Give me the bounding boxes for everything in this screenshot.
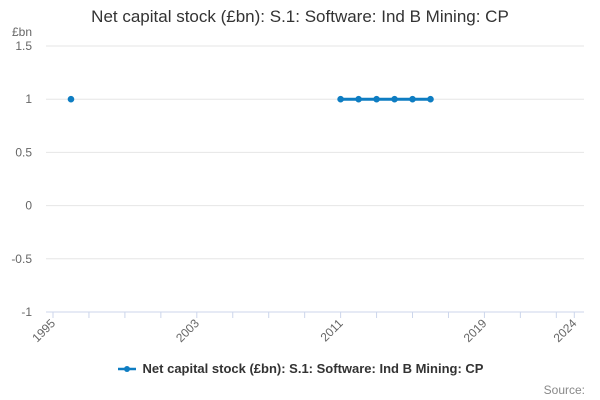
x-tick-label: 2003 bbox=[173, 316, 202, 345]
x-tick-label: 2024 bbox=[551, 316, 580, 345]
y-tick-label: 1 bbox=[25, 92, 32, 106]
y-tick-label: 0 bbox=[25, 199, 32, 213]
series-marker[interactable] bbox=[391, 95, 398, 103]
chart-title: Net capital stock (£bn): S.1: Software: … bbox=[91, 7, 509, 26]
x-tick-label: 2011 bbox=[318, 316, 346, 344]
series-marker[interactable] bbox=[427, 95, 434, 103]
legend-line-icon bbox=[117, 365, 136, 372]
series-marker[interactable] bbox=[373, 95, 380, 103]
y-axis-unit-label: £bn bbox=[11, 25, 32, 39]
legend-item[interactable]: Net capital stock (£bn): S.1: Software: … bbox=[0, 361, 600, 376]
y-tick-label: 1.5 bbox=[15, 39, 32, 53]
y-tick-label: -1 bbox=[21, 305, 32, 319]
x-tick-label: 2019 bbox=[461, 316, 490, 345]
series-marker[interactable] bbox=[409, 95, 416, 103]
series-marker[interactable] bbox=[67, 95, 75, 103]
series-marker[interactable] bbox=[337, 95, 344, 103]
series-marker[interactable] bbox=[355, 95, 362, 103]
source-credit: Source: bbox=[543, 383, 585, 397]
x-tick-label: 1995 bbox=[29, 316, 58, 345]
y-tick-label: -0.5 bbox=[11, 252, 32, 266]
y-tick-label: 0.5 bbox=[15, 145, 32, 159]
legend-label: Net capital stock (£bn): S.1: Software: … bbox=[142, 361, 484, 376]
